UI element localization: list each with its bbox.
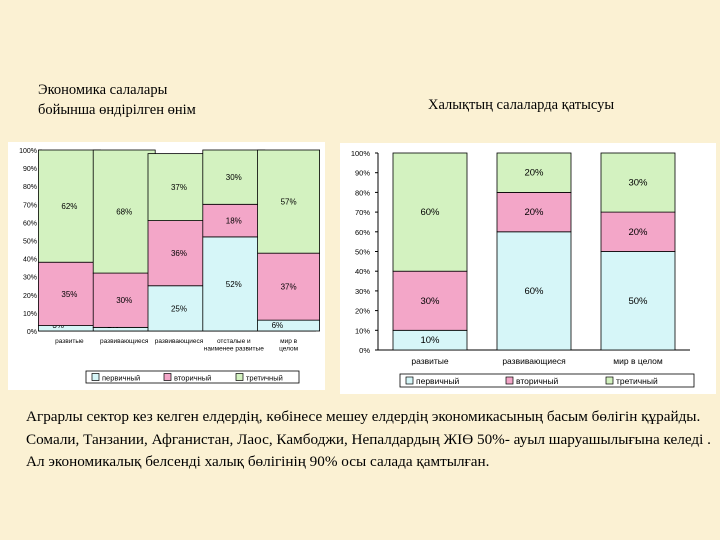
data-label: 60% — [524, 286, 544, 297]
data-label: 20% — [524, 207, 544, 218]
legend-swatch-0 — [405, 376, 414, 385]
y-tick-label: 10% — [355, 326, 370, 335]
data-label: 30% — [116, 296, 132, 305]
data-label: 10% — [420, 335, 440, 346]
legend-swatch-2 — [605, 376, 614, 385]
production-by-sector-chart: 0%10%20%30%40%50%60%70%80%90%100%3%35%62… — [8, 142, 325, 390]
data-label: 30% — [420, 296, 440, 307]
y-tick-label: 90% — [23, 166, 37, 173]
data-label: 68% — [116, 208, 132, 217]
bar-segment-0 — [496, 231, 572, 351]
bar-segment-1 — [257, 252, 321, 321]
y-tick-label: 100% — [19, 148, 37, 155]
y-tick-label: 40% — [355, 267, 370, 276]
bar-segment-1 — [600, 211, 676, 252]
bar-segment-2 — [257, 149, 321, 254]
bar-segment-0 — [257, 319, 321, 332]
y-tick-label: 70% — [23, 202, 37, 209]
legend-label: первичный — [102, 374, 140, 383]
y-tick-label: 10% — [23, 311, 37, 318]
y-tick-label: 80% — [355, 188, 370, 197]
data-label: 37% — [281, 283, 297, 292]
category-label: развивающиеся — [502, 356, 566, 366]
legend-swatch-2 — [235, 373, 244, 381]
bar-segment-0 — [147, 285, 211, 332]
category-label: развивающиеся — [100, 338, 149, 345]
legend-box — [85, 370, 300, 384]
legend-label: третичный — [616, 376, 658, 386]
y-tick-label: 20% — [23, 293, 37, 300]
legend-label: первичный — [416, 376, 460, 386]
legend-swatch-0 — [91, 373, 100, 381]
y-tick-label: 80% — [23, 184, 37, 191]
right-chart-title: Халықтың салаларда қатысуы — [428, 97, 615, 113]
bar-segment-2 — [147, 153, 211, 221]
data-label: 20% — [524, 168, 544, 179]
y-tick-label: 100% — [351, 149, 371, 158]
data-label: 30% — [628, 178, 648, 189]
category-label: развивающиеся — [155, 338, 204, 345]
caption-text: Аграрлы сектор кез келген елдердің, көбі… — [26, 408, 711, 470]
data-label: 25% — [171, 304, 187, 313]
category-label: развитые — [55, 338, 84, 345]
y-tick-label: 30% — [23, 275, 37, 282]
bar-segment-2 — [392, 152, 468, 272]
category-label: развитые — [411, 356, 449, 366]
y-tick-label: 0% — [359, 346, 370, 355]
employment-chart-svg: 0% 10% 20% 30% 40% 50% 60% 70% 80% 90% 100% 10% 30% 6… — [351, 149, 695, 388]
bar-segment-1 — [392, 270, 468, 331]
y-tick-label: 20% — [355, 307, 370, 316]
bar-segment-0 — [600, 251, 676, 351]
data-label: 6% — [272, 321, 284, 330]
data-label: 50% — [628, 296, 648, 307]
data-label: 20% — [628, 227, 648, 238]
category-label: мир в целом — [279, 338, 299, 353]
y-tick-label: 30% — [355, 287, 370, 296]
bar-segment-2 — [600, 152, 676, 213]
bar-segment-1 — [37, 261, 101, 326]
legend-label: вторичный — [516, 376, 559, 386]
legend-swatch-1 — [163, 373, 172, 381]
bar-segment-2 — [37, 149, 101, 263]
data-label: 18% — [226, 217, 242, 226]
y-tick-label: 40% — [23, 257, 37, 264]
data-label: 52% — [226, 280, 242, 289]
bar-segment-0 — [37, 325, 101, 332]
y-tick-label: 60% — [355, 228, 370, 237]
bar-segment-2 — [92, 149, 156, 274]
data-label: 62% — [61, 202, 77, 211]
y-tick-label: 90% — [355, 169, 370, 178]
category-label: отсталые и наименее развитые — [204, 338, 264, 353]
y-tick-label: 0% — [27, 329, 37, 336]
legend-label: третичный — [246, 374, 283, 383]
legend-swatch-1 — [505, 376, 514, 385]
bar-segment-1 — [496, 192, 572, 233]
y-tick-label: 50% — [355, 248, 370, 257]
employment-by-sector-chart: 0% 10% 20% 30% 40% 50% 60% 70% 80% 90% 100% 10% 30% 6… — [340, 143, 716, 394]
data-label: 37% — [171, 183, 187, 192]
category-label: мир в целом — [613, 356, 663, 366]
left-chart-title: Экономика салалары бойынша өндірілген өн… — [38, 82, 196, 118]
bar-segment-2 — [496, 152, 572, 193]
data-label: 60% — [420, 207, 440, 218]
y-tick-label: 60% — [23, 220, 37, 227]
bar-segment-0 — [92, 326, 156, 332]
data-label: 57% — [281, 198, 297, 207]
data-label: 35% — [61, 290, 77, 299]
legend-label: вторичный — [174, 374, 211, 383]
bar-segment-0 — [202, 236, 266, 332]
production-chart-svg: 0%10%20%30%40%50%60%70%80%90%100%3%35%62… — [19, 148, 321, 384]
y-tick-label: 50% — [23, 239, 37, 246]
y-tick-label: 70% — [355, 208, 370, 217]
data-label: 30% — [226, 173, 242, 182]
data-label: 36% — [171, 249, 187, 258]
legend-box — [399, 373, 695, 388]
